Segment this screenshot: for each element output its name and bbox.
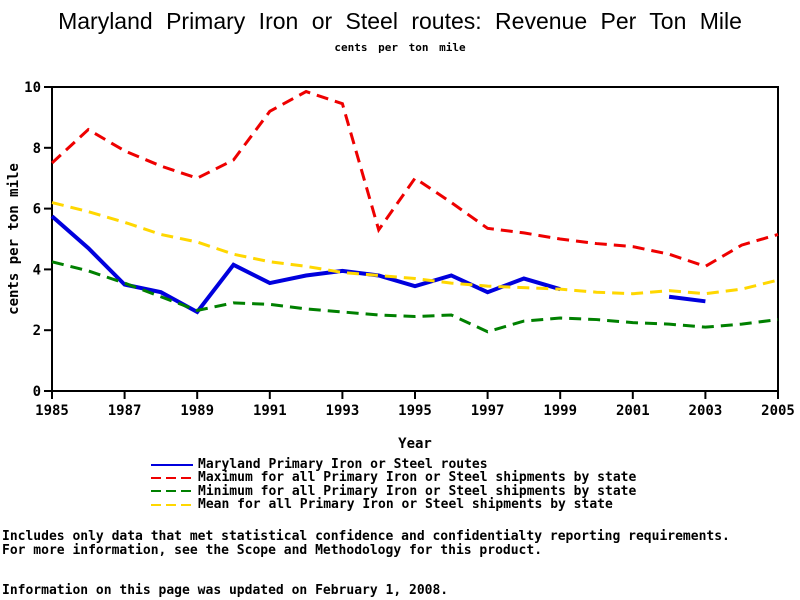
legend-item-mean: Mean for all Primary Iron or Steel shipm… bbox=[151, 497, 636, 513]
series-line-1 bbox=[50, 89, 779, 268]
series-line-0 bbox=[668, 294, 706, 304]
x-tick-label: 2001 bbox=[616, 403, 650, 419]
y-tick-label: 0 bbox=[33, 384, 41, 400]
maximum-line-swatch bbox=[151, 477, 193, 480]
updated-date-note: Information on this page was updated on … bbox=[2, 583, 449, 598]
x-tick-label: 1997 bbox=[471, 403, 505, 419]
chart-title: Maryland Primary Iron or Steel routes: R… bbox=[58, 8, 742, 34]
plot-frame bbox=[51, 86, 779, 392]
legend-label: Maryland Primary Iron or Steel routes bbox=[198, 457, 488, 472]
series-line-2 bbox=[51, 260, 779, 334]
legend-item-minimum: Minimum for all Primary Iron or Steel sh… bbox=[151, 483, 637, 499]
x-tick-label: 1985 bbox=[35, 403, 69, 419]
y-tick-label: 10 bbox=[24, 80, 41, 96]
x-tick-label: 2003 bbox=[689, 403, 723, 419]
legend-label: Maximum for all Primary Iron or Steel sh… bbox=[198, 470, 637, 486]
x-axis-label: Year bbox=[398, 436, 432, 452]
chart-legend: Maryland Primary Iron or Steel routes Ma… bbox=[151, 458, 636, 512]
series-line-0 bbox=[50, 214, 561, 315]
x-tick-label: 1995 bbox=[398, 403, 432, 419]
y-tick-label: 4 bbox=[33, 262, 41, 278]
legend-label: Mean for all Primary Iron or Steel shipm… bbox=[198, 497, 613, 513]
x-tick-label: 1993 bbox=[326, 403, 360, 419]
line-chart: 0 2 4 6 8 10 1985 1987 1989 1991 1993 1995 1997 1999 2… bbox=[6, 80, 795, 452]
y-tick-label: 2 bbox=[33, 323, 41, 339]
x-tick-label: 1989 bbox=[180, 403, 214, 419]
x-tick-label: 1999 bbox=[543, 403, 577, 419]
minimum-line-swatch bbox=[151, 490, 193, 493]
y-tick-label: 8 bbox=[33, 141, 41, 157]
mean-line-swatch bbox=[151, 503, 193, 506]
footnote-line: For more information, see the Scope and … bbox=[2, 542, 543, 558]
legend-item-maryland: Maryland Primary Iron or Steel routes bbox=[151, 458, 636, 471]
legend-label: Minimum for all Primary Iron or Steel sh… bbox=[198, 483, 637, 499]
x-tick-label: 2005 bbox=[761, 403, 795, 419]
confidentiality-footnote: Includes only data that met statistical … bbox=[2, 530, 730, 557]
y-axis-label: cents per ton mile bbox=[6, 163, 22, 315]
x-tick-label: 1987 bbox=[108, 403, 142, 419]
chart-subtitle: cents per ton mile bbox=[334, 41, 466, 54]
footnote-line: Includes only data that met statistical … bbox=[2, 529, 730, 544]
series-line-3 bbox=[51, 201, 779, 296]
legend-item-maximum: Maximum for all Primary Iron or Steel sh… bbox=[151, 470, 637, 486]
y-tick-label: 6 bbox=[33, 202, 41, 218]
x-tick-label: 1991 bbox=[253, 403, 287, 419]
maryland-line-swatch bbox=[151, 463, 193, 466]
